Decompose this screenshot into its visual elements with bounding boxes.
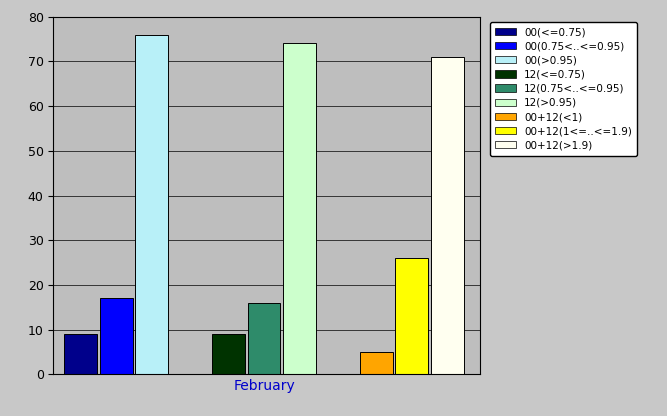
Bar	[431, 57, 464, 374]
Bar	[135, 35, 168, 374]
Bar	[396, 258, 428, 374]
Bar	[283, 43, 316, 374]
Bar	[247, 303, 281, 374]
Bar	[360, 352, 393, 374]
Legend: 00(<=0.75), 00(0.75<..<=0.95), 00(>0.95), 12(<=0.75), 12(0.75<..<=0.95), 12(>0.9: 00(<=0.75), 00(0.75<..<=0.95), 00(>0.95)…	[490, 22, 637, 156]
Bar	[100, 298, 133, 374]
Bar	[64, 334, 97, 374]
Bar	[212, 334, 245, 374]
